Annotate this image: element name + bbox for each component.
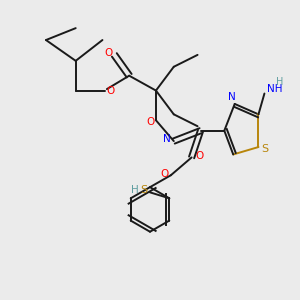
Text: O: O <box>196 151 204 161</box>
Text: S: S <box>261 143 268 154</box>
Text: O: O <box>146 117 155 127</box>
Text: NH: NH <box>267 84 283 94</box>
Text: O: O <box>105 48 113 59</box>
Text: O: O <box>161 169 169 179</box>
Text: H: H <box>276 77 284 87</box>
Text: N: N <box>229 92 236 102</box>
Text: O: O <box>106 85 115 96</box>
Text: S: S <box>140 185 147 195</box>
Text: H: H <box>131 185 138 195</box>
Text: N: N <box>164 134 171 144</box>
